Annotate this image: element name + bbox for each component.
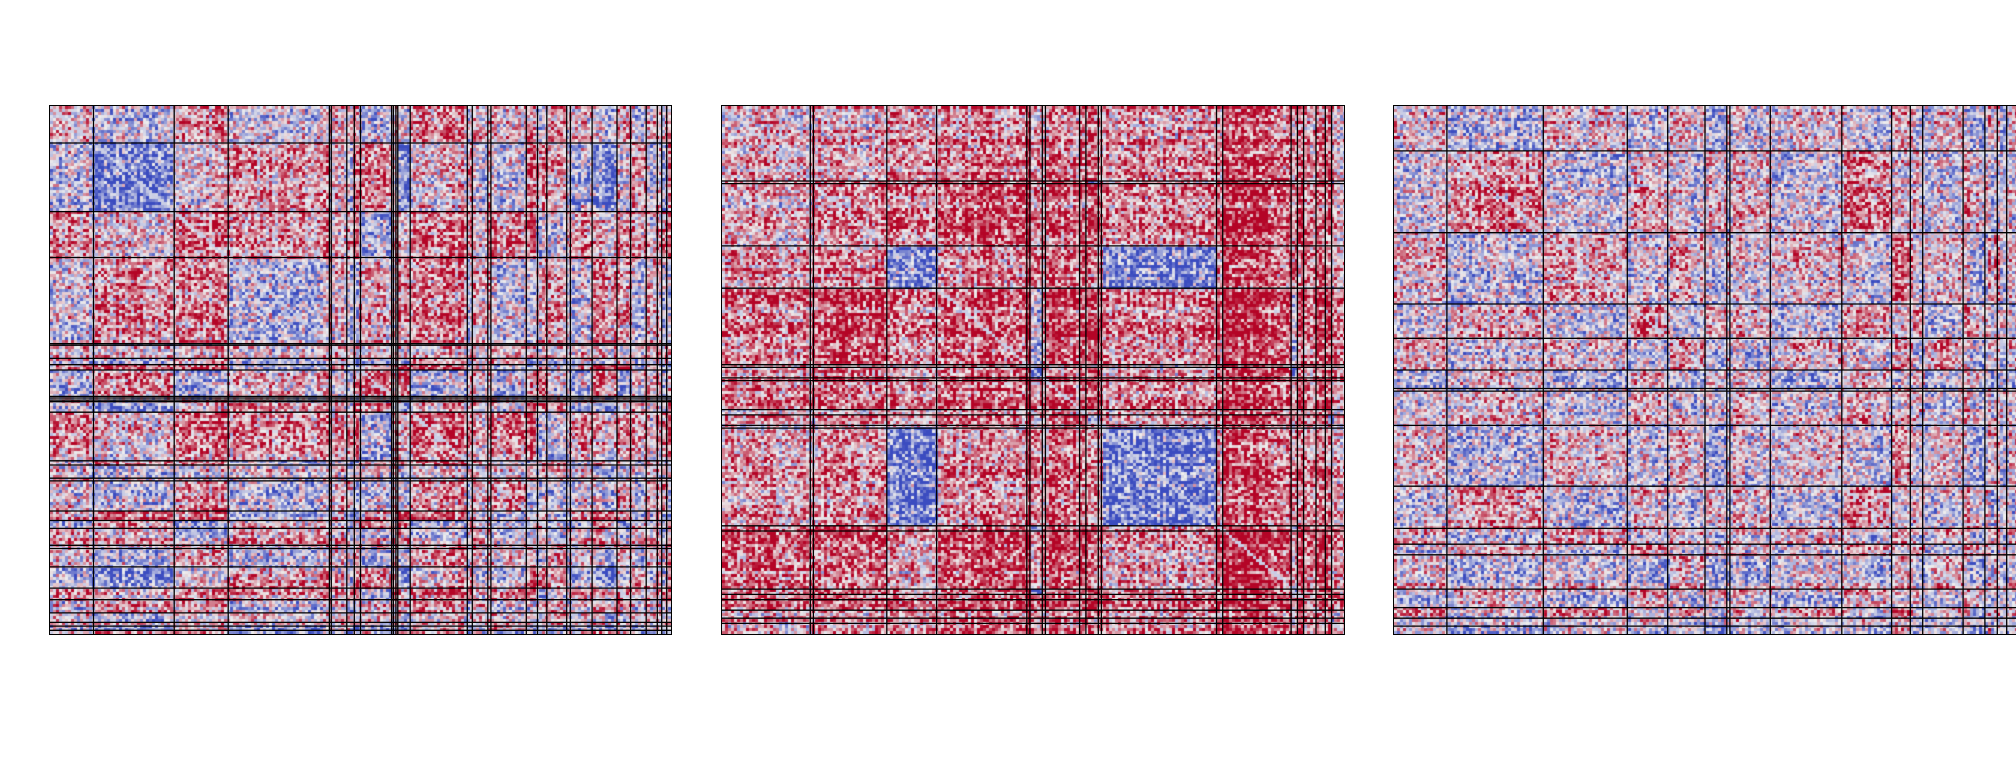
heatmap-3-cluster-lines	[1394, 106, 2016, 634]
heatmap-2-cells	[722, 106, 1344, 634]
heatmap-panel-1	[49, 105, 672, 635]
heatmap-panel-3	[1393, 105, 2016, 635]
heatmap-1-cluster-lines	[50, 106, 671, 634]
heatmap-2-cluster-lines	[722, 106, 1344, 634]
heatmap-panel-2	[721, 105, 1345, 635]
